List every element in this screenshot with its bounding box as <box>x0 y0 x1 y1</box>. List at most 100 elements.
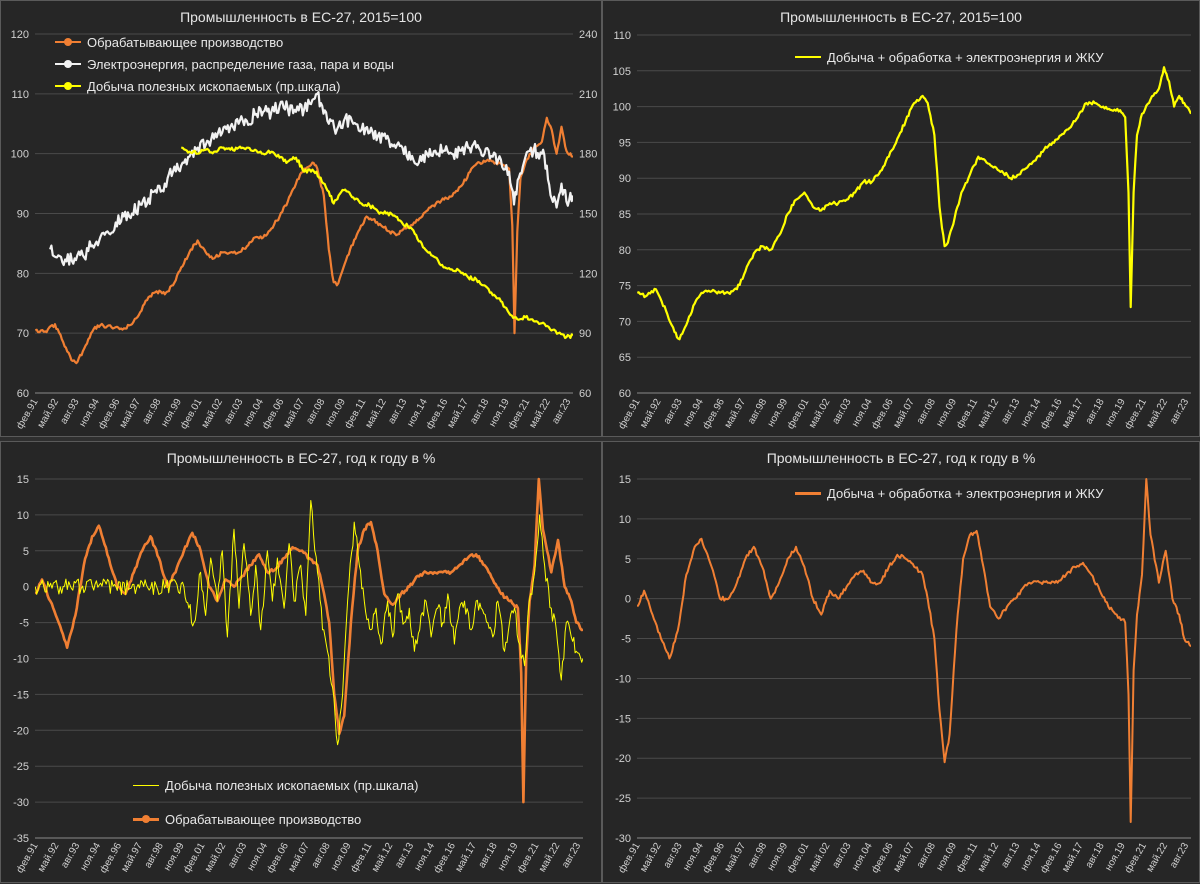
y-tick-label: -10 <box>13 654 29 666</box>
chart-tr: 6065707580859095100105110фев.91май.92авг… <box>613 30 1192 431</box>
x-tick-label: май.22 <box>1145 841 1171 875</box>
y-tick-label: -25 <box>13 761 29 773</box>
legend-tl: Обрабатывающее производство Электроэнерг… <box>55 31 394 97</box>
y-tick-label: 110 <box>11 89 29 101</box>
y-tick-label: 90 <box>619 173 631 185</box>
series-line-orange <box>35 477 583 804</box>
x-tick-label: май.92 <box>638 841 664 875</box>
x-tick-label: май.22 <box>537 841 563 875</box>
y-tick-label: -30 <box>13 797 29 809</box>
y-tick-label: -10 <box>615 673 631 685</box>
chart-title: Промышленность в ЕС-27, год к году в % <box>166 450 436 466</box>
legend-swatch-yellow <box>55 82 81 90</box>
x-tick-label: май.97 <box>723 841 749 875</box>
legend-item-electricity: Электроэнергия, распределение газа, пара… <box>55 53 394 75</box>
y-tick-label: 80 <box>619 245 631 257</box>
x-tick-label: май.17 <box>453 841 479 875</box>
legend-label: Добыча + обработка + электроэнергия и ЖК… <box>827 49 1104 65</box>
chart-title: Промышленность в ЕС-27, 2015=100 <box>180 9 422 25</box>
x-tick-label: май.22 <box>1145 397 1171 431</box>
legend-item-mining: Добыча полезных ископаемых (пр.шкала) <box>133 768 418 802</box>
y-tick-label: 120 <box>11 29 29 41</box>
x-tick-label: май.12 <box>976 841 1002 875</box>
x-tick-label: май.92 <box>638 397 664 431</box>
y2-tick-label: 60 <box>579 388 591 400</box>
legend-item-total: Добыча + обработка + электроэнергия и ЖК… <box>795 482 1103 504</box>
chart-br: -30-25-20-15-10-5051015фев.91май.92авг.9… <box>615 474 1191 875</box>
y-tick-label: 15 <box>17 474 29 486</box>
y-tick-label: -25 <box>615 793 631 805</box>
x-tick-label: авг.23 <box>1168 841 1191 870</box>
x-tick-label: авг.23 <box>550 397 573 426</box>
y-tick-label: 5 <box>625 554 631 566</box>
legend-label: Обрабатывающее производство <box>87 34 284 50</box>
y-tick-label: -20 <box>13 725 29 737</box>
series-line-yellow <box>637 66 1191 341</box>
y-tick-label: 105 <box>613 66 631 78</box>
x-tick-label: май.07 <box>286 841 312 875</box>
x-tick-label: май.07 <box>891 841 917 875</box>
legend-label: Обрабатывающее производство <box>165 811 362 827</box>
y2-tick-label: 180 <box>579 149 597 161</box>
legend-item-total: Добыча + обработка + электроэнергия и ЖК… <box>795 46 1103 68</box>
y-tick-label: 0 <box>625 594 631 606</box>
x-tick-label: май.22 <box>527 397 553 431</box>
x-tick-label: авг.23 <box>1168 397 1191 426</box>
x-tick-label: май.17 <box>1060 397 1086 431</box>
y-tick-label: -15 <box>615 713 631 725</box>
legend-item-manufacturing: Обрабатывающее производство <box>55 31 394 53</box>
x-tick-label: май.12 <box>370 841 396 875</box>
x-tick-label: май.17 <box>1060 841 1086 875</box>
series-line-yellow <box>35 500 583 746</box>
y-tick-label: 0 <box>23 582 29 594</box>
legend-tr: Добыча + обработка + электроэнергия и ЖК… <box>795 46 1103 68</box>
x-tick-label: май.07 <box>281 397 307 431</box>
y-tick-label: 100 <box>613 102 631 114</box>
x-tick-label: май.97 <box>119 841 145 875</box>
series-line-orange <box>637 478 1191 823</box>
x-tick-label: май.97 <box>723 397 749 431</box>
x-tick-label: май.07 <box>891 397 917 431</box>
y-tick-label: 65 <box>619 352 631 364</box>
y-tick-label: 85 <box>619 209 631 221</box>
x-tick-label: май.92 <box>36 841 62 875</box>
panel-top-right: Промышленность в ЕС-27, 2015=100 60 65 70 7… <box>602 0 1200 437</box>
x-tick-label: май.97 <box>118 397 144 431</box>
panel-top-left: Промышленность в ЕС-27, 2015=100 60 70 80 9… <box>0 0 602 437</box>
legend-label: Добыча полезных ископаемых (пр.шкала) <box>165 777 419 793</box>
x-tick-label: авг.23 <box>560 841 583 870</box>
legend-swatch-yellow <box>795 56 821 58</box>
y-tick-label: -35 <box>13 833 29 845</box>
series-line-yellow <box>181 145 573 340</box>
y2-tick-label: 210 <box>579 89 597 101</box>
y-tick-label: -5 <box>621 634 631 646</box>
legend-swatch-orange <box>795 491 821 495</box>
x-tick-label: май.12 <box>363 397 389 431</box>
y-tick-label: 70 <box>17 328 29 340</box>
y-tick-label: -20 <box>615 753 631 765</box>
y-tick-label: 5 <box>23 546 29 558</box>
y-tick-label: 95 <box>619 137 631 149</box>
y-tick-label: 110 <box>613 30 631 42</box>
y-tick-label: 10 <box>17 510 29 522</box>
y-tick-label: 75 <box>619 281 631 293</box>
legend-swatch-orange <box>133 814 159 823</box>
x-tick-label: май.02 <box>203 841 229 875</box>
x-tick-label: май.02 <box>807 397 833 431</box>
x-tick-label: май.17 <box>445 397 471 431</box>
legend-swatch-orange <box>55 38 81 46</box>
legend-swatch-white <box>55 60 81 68</box>
legend-br: Добыча + обработка + электроэнергия и ЖК… <box>795 482 1103 504</box>
chart-tl: 607080901001101206090120150180210240фев.… <box>11 29 598 431</box>
chart-title: Промышленность в ЕС-27, 2015=100 <box>780 9 1022 25</box>
panel-bottom-right: Промышленность в ЕС-27, год к году в % -… <box>602 441 1200 883</box>
legend-label: Добыча полезных ископаемых (пр.шкала) <box>87 78 341 94</box>
x-tick-label: май.92 <box>36 397 62 431</box>
y-tick-label: 100 <box>11 149 29 161</box>
chart-bl: -35-30-25-20-15-10-5051015фев.91май.92ав… <box>13 474 583 875</box>
x-tick-label: май.02 <box>807 841 833 875</box>
x-tick-label: май.02 <box>200 397 226 431</box>
y-tick-label: 70 <box>619 316 631 328</box>
x-tick-label: май.12 <box>976 397 1002 431</box>
legend-label: Добыча + обработка + электроэнергия и ЖК… <box>827 485 1104 501</box>
